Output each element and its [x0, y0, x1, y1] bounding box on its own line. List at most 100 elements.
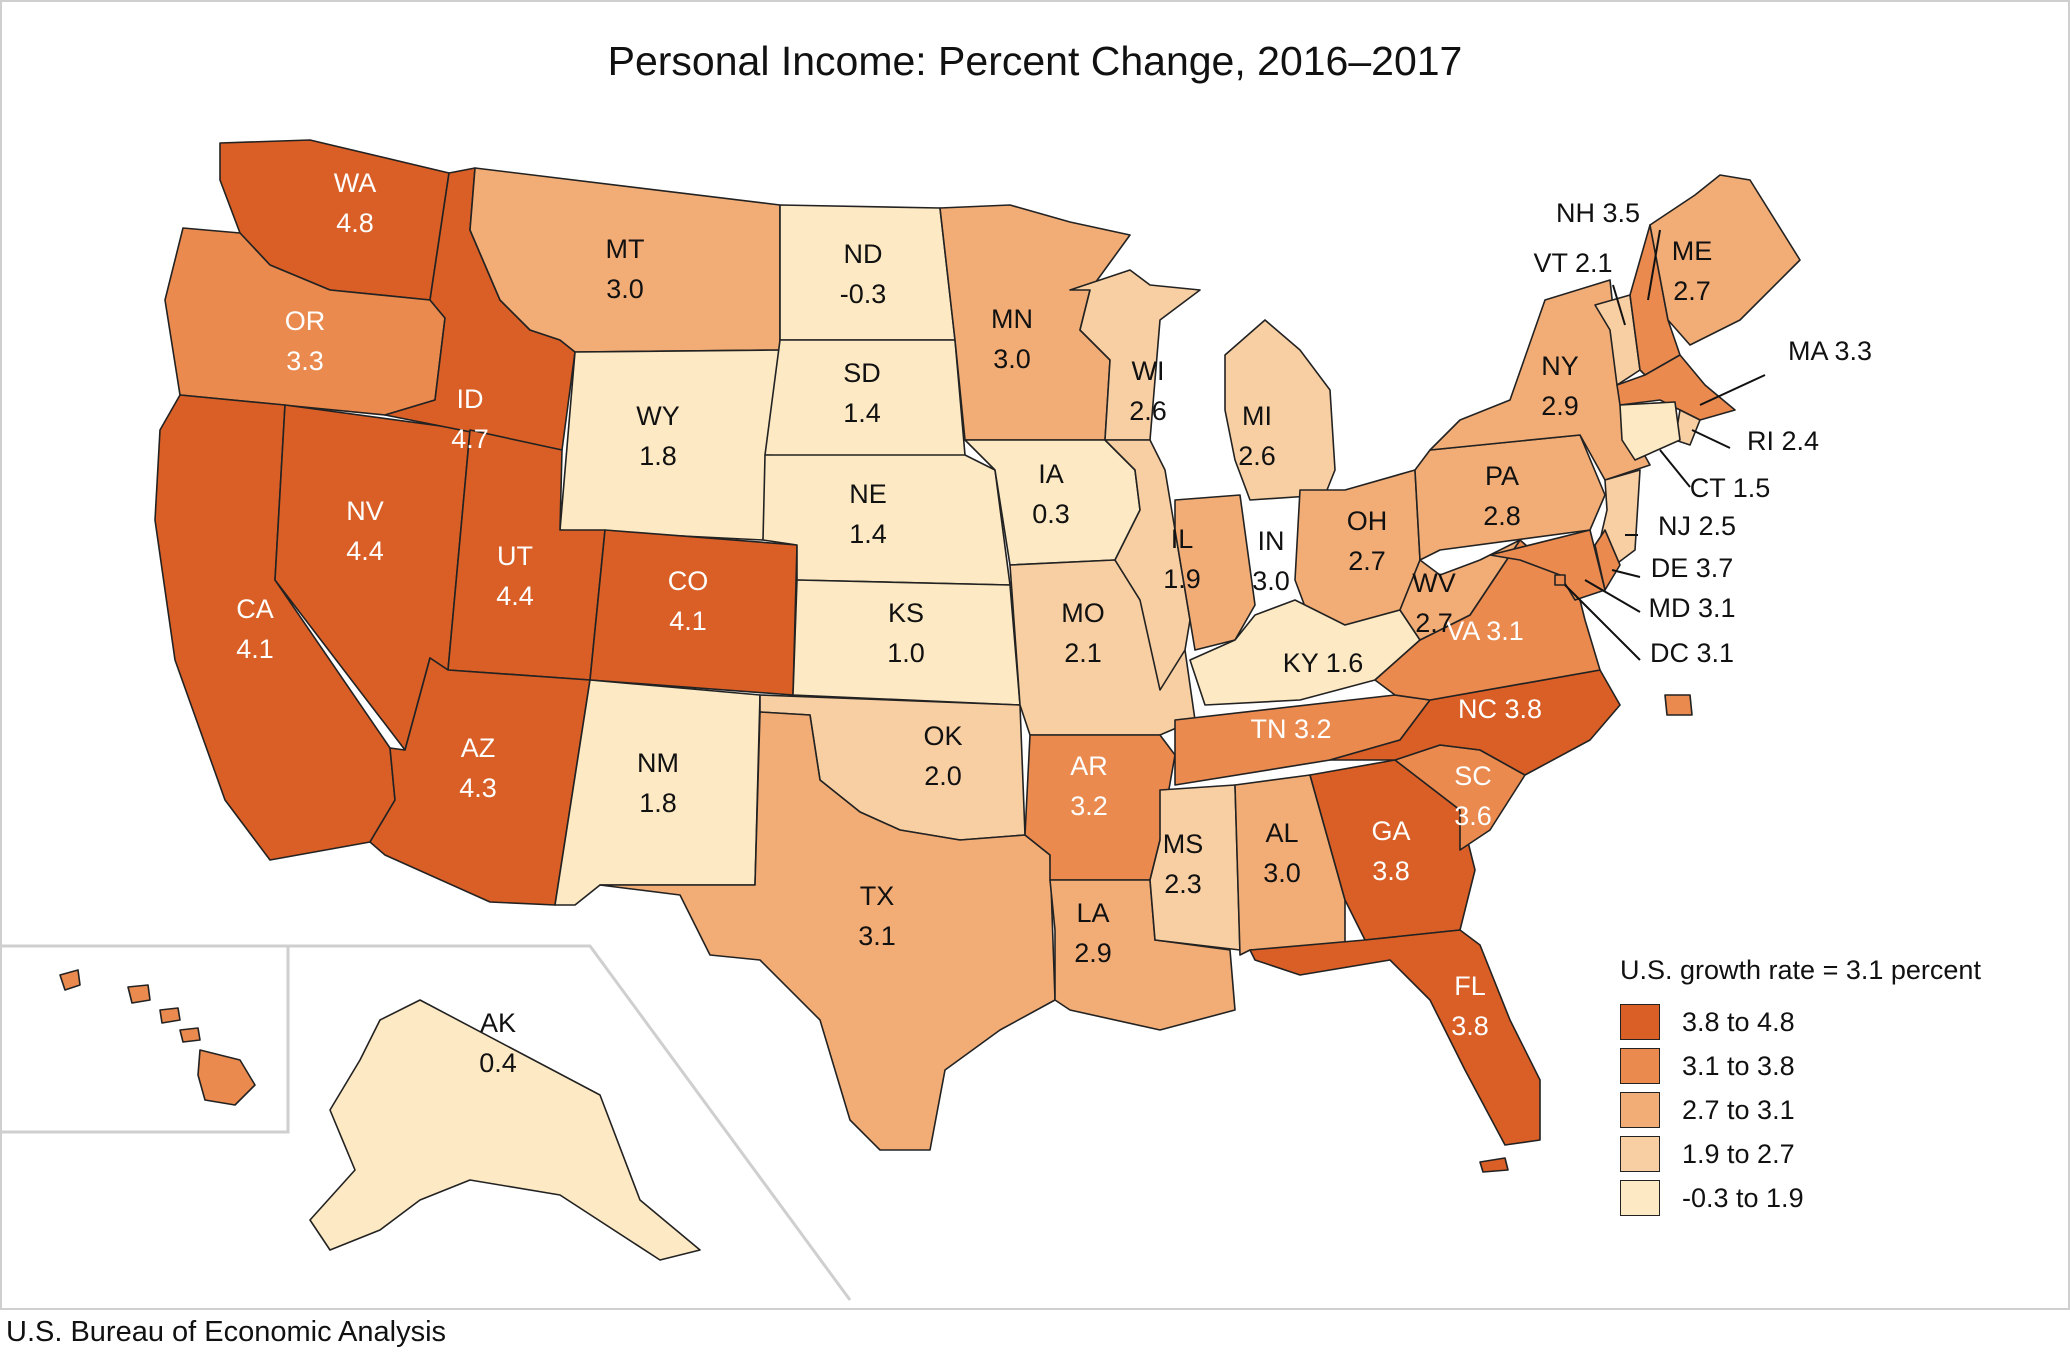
legend: U.S. growth rate = 3.1 percent 3.8 to 4.…: [1620, 955, 2040, 1220]
inset-border: [2, 944, 852, 1301]
state-nd: [779, 204, 956, 341]
state-value-ak: 0.4: [479, 1048, 517, 1078]
states-layer: [59, 139, 1801, 1261]
state-abbr-la: LA: [1076, 898, 1109, 928]
state-value-id: 4.7: [451, 424, 489, 454]
state-value-in: 3.0: [1252, 566, 1290, 596]
state-value-wa: 4.8: [336, 208, 374, 238]
state-abbr-il: IL: [1171, 524, 1194, 554]
state-label-dc: DC 3.1: [1650, 638, 1734, 668]
state-value-sc: 3.6: [1454, 801, 1492, 831]
legend-title: U.S. growth rate = 3.1 percent: [1620, 955, 1981, 985]
state-value-mt: 3.0: [606, 274, 644, 304]
state-label-va: VA 3.1: [1446, 616, 1524, 646]
state-label-de: DE 3.7: [1651, 553, 1734, 583]
state-abbr-wv: WV: [1412, 568, 1456, 598]
state-label-ma: MA 3.3: [1788, 336, 1872, 366]
state-abbr-sd: SD: [843, 358, 881, 388]
legend-item: 2.7 to 3.1: [1620, 1088, 2040, 1132]
legend-swatch: [1620, 1180, 1660, 1216]
legend-item: 3.1 to 3.8: [1620, 1044, 2040, 1088]
leader-line-de: [1611, 569, 1641, 578]
state-label-nj: NJ 2.5: [1658, 511, 1736, 541]
state-abbr-or: OR: [285, 306, 326, 336]
state-value-ar: 3.2: [1070, 791, 1108, 821]
state-value-wy: 1.8: [639, 441, 677, 471]
state-abbr-az: AZ: [461, 733, 496, 763]
state-abbr-mi: MI: [1242, 401, 1272, 431]
state-value-wv: 2.7: [1415, 608, 1453, 638]
state-hi: [197, 1049, 256, 1106]
state-wi: [1069, 269, 1201, 441]
state-ms: [1149, 784, 1241, 951]
leader-line-nh: [1647, 229, 1661, 301]
source-credit: U.S. Bureau of Economic Analysis: [6, 1316, 447, 1348]
state-fl-part: [1479, 1157, 1509, 1173]
state-abbr-mt: MT: [606, 234, 645, 264]
state-abbr-ms: MS: [1163, 829, 1204, 859]
state-value-al: 3.0: [1263, 858, 1301, 888]
state-abbr-mo: MO: [1061, 598, 1105, 628]
state-value-nm: 1.8: [639, 788, 677, 818]
state-value-co: 4.1: [669, 606, 707, 636]
state-abbr-ak: AK: [480, 1008, 516, 1038]
state-value-mi: 2.6: [1238, 441, 1276, 471]
state-abbr-tx: TX: [860, 881, 895, 911]
state-abbr-ia: IA: [1038, 459, 1064, 489]
state-tx: [599, 711, 1056, 1151]
state-in: [1174, 494, 1256, 651]
state-abbr-mn: MN: [991, 304, 1033, 334]
state-abbr-oh: OH: [1347, 506, 1388, 536]
state-value-ok: 2.0: [924, 761, 962, 791]
state-value-ks: 1.0: [887, 638, 925, 668]
state-md: [1489, 529, 1606, 601]
state-abbr-fl: FL: [1454, 971, 1486, 1001]
state-abbr-ca: CA: [236, 594, 274, 624]
state-value-fl: 3.8: [1451, 1011, 1489, 1041]
state-value-ga: 3.8: [1372, 856, 1410, 886]
state-abbr-ks: KS: [888, 598, 924, 628]
state-abbr-in: IN: [1258, 526, 1285, 556]
state-hi-part: [159, 1007, 181, 1024]
state-abbr-ok: OK: [923, 721, 962, 751]
legend-swatch: [1620, 1048, 1660, 1084]
state-label-tn: TN 3.2: [1250, 714, 1331, 744]
state-vt: [1594, 294, 1641, 386]
state-abbr-co: CO: [668, 566, 709, 596]
legend-swatch: [1620, 1136, 1660, 1172]
state-abbr-me: ME: [1672, 236, 1713, 266]
state-value-mo: 2.1: [1064, 638, 1102, 668]
state-value-ia: 0.3: [1032, 499, 1070, 529]
state-mi: [1224, 319, 1336, 501]
state-value-pa: 2.8: [1483, 501, 1521, 531]
legend-items: 3.8 to 4.8 3.1 to 3.8 2.7 to 3.1 1.9 to 2.7…: [1620, 1000, 2040, 1220]
state-abbr-ar: AR: [1070, 751, 1108, 781]
state-hi-part: [59, 969, 81, 991]
legend-swatch: [1620, 1092, 1660, 1128]
state-ak: [309, 999, 701, 1261]
state-il: [1104, 439, 1191, 691]
state-value-tx: 3.1: [858, 921, 896, 951]
legend-item: 1.9 to 2.7: [1620, 1132, 2040, 1176]
state-label-md: MD 3.1: [1648, 593, 1735, 623]
us-map: WA 4.8 OR 3.3 CA 4.1 ID 4.7 NV 4.4 UT 4.4 AZ 4.3 MT 3.0…: [2, 139, 1872, 1301]
state-abbr-pa: PA: [1485, 461, 1519, 491]
state-abbr-hi: HI: [87, 1018, 114, 1048]
state-value-or: 3.3: [286, 346, 324, 376]
state-abbr-id: ID: [457, 384, 484, 414]
state-dc: [1554, 574, 1566, 586]
state-value-ny: 2.9: [1541, 391, 1579, 421]
legend-item: -0.3 to 1.9: [1620, 1176, 2040, 1220]
state-nc: [1329, 669, 1621, 776]
state-abbr-sc: SC: [1454, 761, 1492, 791]
state-label-ri: RI 2.4: [1747, 426, 1819, 456]
inset-frames: [2, 944, 852, 1301]
state-value-mn: 3.0: [993, 344, 1031, 374]
leader-line-dc: [1564, 584, 1641, 661]
state-abbr-al: AL: [1265, 818, 1298, 848]
map-title: Personal Income: Percent Change, 2016–20…: [607, 38, 1463, 84]
legend-label: 3.8 to 4.8: [1682, 1006, 1795, 1037]
state-value-nd: -0.3: [840, 279, 887, 309]
state-fl: [1249, 929, 1541, 1146]
state-md-part: [1664, 694, 1693, 716]
